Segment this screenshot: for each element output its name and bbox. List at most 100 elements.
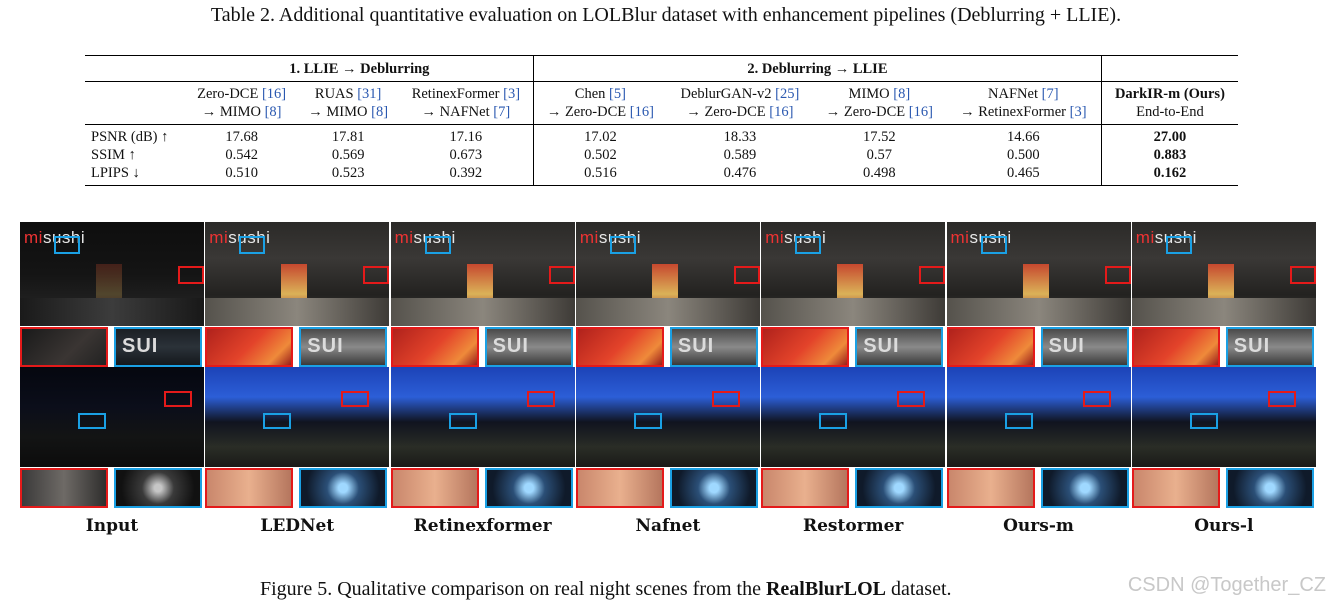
figure-column: misushi SUI Restormer [761, 222, 946, 536]
zoom-box-red [1267, 391, 1296, 407]
method-label: Nafnet [635, 516, 701, 536]
method-header: RUAS [31] → MIMO [8] [308, 86, 389, 120]
method-label: Input [85, 516, 139, 536]
figure-column: misushi SUI Retinexformer [390, 222, 575, 536]
crop-red [761, 327, 850, 367]
method-header: RetinexFormer [3] → NAFNet [7] [411, 86, 521, 120]
zoom-box-blue [795, 236, 822, 254]
zoom-box-blue [633, 413, 662, 429]
crop-blue [1225, 468, 1314, 508]
table-cell: 0.589 [723, 147, 757, 163]
zoom-box-red [548, 266, 575, 284]
method-header-row: Zero-DCE [16] → MIMO [8] RUAS [31] → MIMO … [85, 81, 1238, 125]
floor [761, 298, 946, 326]
method-header: MIMO [8] → Zero-DCE [16] [825, 86, 933, 120]
zoom-box-blue [448, 413, 477, 429]
crop-red [20, 468, 108, 508]
method-label: Ours-m [1003, 516, 1074, 536]
crop-blue: SUI [855, 327, 944, 367]
scene-image: misushi [1131, 222, 1316, 326]
crop-text: SUI [307, 335, 344, 357]
table-row: SSIM ↑ 0.542 0.569 0.673 0.502 0.589 0.5… [85, 146, 1238, 164]
method-header: NAFNet [7] → RetinexFormer [3] [960, 86, 1087, 120]
figure-column: misushi SUI LEDNet [205, 222, 390, 536]
zoom-box-blue [1165, 236, 1192, 254]
scene-image [575, 367, 760, 467]
zoom-box-blue [819, 413, 848, 429]
floor [20, 298, 204, 326]
crop-blue: SUI [299, 327, 388, 367]
crop-red [761, 468, 850, 508]
metric-label: LPIPS ↓ [91, 165, 140, 181]
zoom-box-red [164, 391, 192, 407]
crop-text: SUI [122, 335, 159, 357]
figure-column: misushi SUI Nafnet [575, 222, 760, 536]
scene-image: misushi [20, 222, 204, 326]
crop-red [20, 327, 108, 367]
scene-image: misushi [946, 222, 1131, 326]
crop-red [390, 327, 479, 367]
method-label: Retinexformer [413, 516, 552, 536]
zoom-box-red [363, 266, 390, 284]
crop-text: SUI [1048, 335, 1085, 357]
crop-text: SUI [863, 335, 900, 357]
table-cell: 0.569 [331, 147, 365, 163]
crop-red [575, 327, 664, 367]
method-label: LEDNet [260, 516, 335, 536]
qualitative-figure: misushi SUI Input misushi SUI LEDNet misushi SU… [20, 222, 1316, 536]
crop-blue: SUI [1040, 327, 1129, 367]
crop-blue [299, 468, 388, 508]
scene-image [946, 367, 1131, 467]
figure-column: misushi SUI Ours-l [1131, 222, 1316, 536]
table-cell: 0.542 [225, 147, 258, 163]
table-cell: 0.476 [723, 165, 757, 181]
zoom-box-red [733, 266, 760, 284]
table-cell-ours: 27.00 [1100, 124, 1238, 146]
table-cell: 0.673 [449, 147, 483, 163]
zoom-box-red [711, 391, 740, 407]
crop-blue: SUI [669, 327, 758, 367]
method-header: Zero-DCE [16] → MIMO [8] [197, 86, 287, 120]
zoom-box-blue [424, 236, 451, 254]
floor [205, 298, 390, 326]
crop-blue [484, 468, 573, 508]
table-cell: 0.57 [866, 147, 893, 163]
crop-red [946, 327, 1035, 367]
table-cell: 17.68 [225, 129, 258, 145]
zoom-box-red [897, 391, 926, 407]
figure-caption: Figure 5. Qualitative comparison on real… [260, 578, 952, 600]
ours-header: DarkIR-m (Ours) End-to-End [1100, 81, 1238, 125]
table-row: LPIPS ↓ 0.510 0.523 0.392 0.516 0.476 0.… [85, 164, 1238, 186]
zoom-box-red [1289, 266, 1316, 284]
scene-image: misushi [205, 222, 390, 326]
table-cell: 17.81 [331, 129, 365, 145]
crop-red [575, 468, 664, 508]
crop-red [390, 468, 479, 508]
table-cell: 17.52 [863, 129, 896, 145]
results-table: 1. LLIE → Deblurring 2. Deblurring → LLI… [85, 55, 1238, 186]
crop-blue: SUI [1225, 327, 1314, 367]
table-cell: 18.33 [723, 129, 757, 145]
crop-red [946, 468, 1035, 508]
zoom-box-blue [239, 236, 266, 254]
table-cell: 0.502 [532, 146, 667, 164]
table-cell-ours: 0.883 [1100, 146, 1238, 164]
table-caption: Table 2. Additional quantitative evaluat… [210, 4, 1122, 26]
zoom-box-red [1082, 391, 1111, 407]
crop-blue [1040, 468, 1129, 508]
crop-blue: SUI [484, 327, 573, 367]
crop-text: SUI [677, 335, 715, 357]
crop-red [1131, 468, 1220, 508]
method-header: DeblurGAN-v2 [25] → Zero-DCE [16] [680, 86, 800, 120]
zoom-box-blue [609, 236, 636, 254]
table-cell-ours: 0.162 [1100, 164, 1238, 186]
table-cell: 0.500 [1006, 147, 1040, 163]
watermark: CSDN @Together_CZ [1127, 574, 1326, 596]
table-cell: 0.465 [1006, 165, 1040, 181]
table-cell: 14.66 [1006, 129, 1040, 145]
table-cell: 0.523 [331, 165, 365, 181]
crop-blue: SUI [114, 327, 202, 367]
method-label: Ours-l [1194, 516, 1254, 536]
table-row: PSNR (dB) ↑ 17.68 17.81 17.16 17.02 18.3… [85, 124, 1238, 146]
zoom-box-blue [263, 413, 292, 429]
